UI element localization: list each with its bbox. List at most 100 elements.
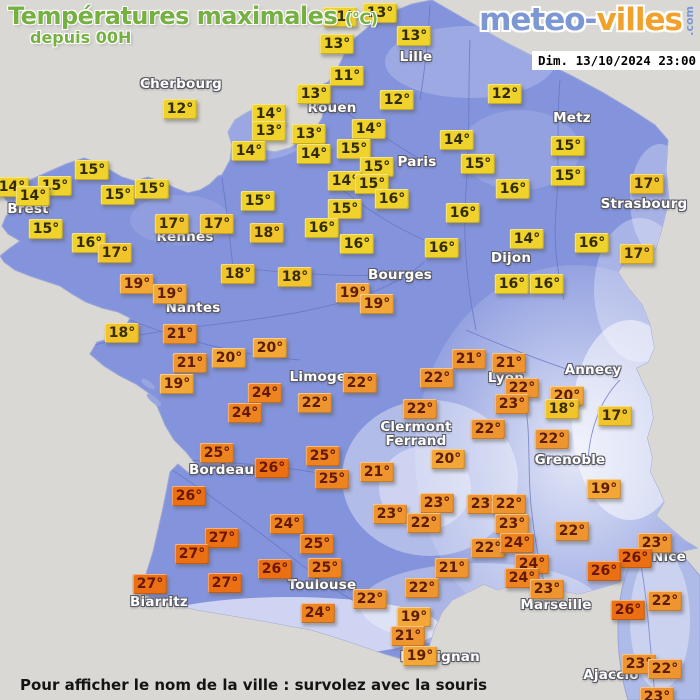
temp-badge[interactable]: 21°: [390, 626, 426, 646]
city-label[interactable]: Biarritz: [130, 594, 188, 610]
temp-badge[interactable]: 15°: [28, 219, 64, 239]
temp-badge[interactable]: 19°: [586, 479, 622, 499]
city-label[interactable]: Dijon: [490, 250, 532, 266]
temp-badge[interactable]: 26°: [617, 548, 653, 568]
temp-badge[interactable]: 16°: [495, 179, 531, 199]
temp-badge[interactable]: 25°: [307, 558, 343, 578]
temp-badge[interactable]: 21°: [359, 462, 395, 482]
temp-badge[interactable]: 14°: [296, 144, 332, 164]
temp-badge[interactable]: 14°: [327, 171, 363, 191]
temp-badge[interactable]: 11°: [322, 7, 358, 27]
temp-badge[interactable]: 15°: [550, 136, 586, 156]
temp-badge[interactable]: 22°: [647, 659, 683, 679]
temp-badge[interactable]: 11°: [329, 66, 365, 86]
temp-badge[interactable]: 22°: [297, 393, 333, 413]
temp-badge[interactable]: 15°: [240, 191, 276, 211]
temp-badge[interactable]: 22°: [554, 521, 590, 541]
temp-badge[interactable]: 17°: [154, 214, 190, 234]
temp-badge[interactable]: 23°: [372, 504, 408, 524]
temp-badge[interactable]: 17°: [629, 174, 665, 194]
temp-badge[interactable]: 17°: [97, 243, 133, 263]
city-label[interactable]: Paris: [397, 154, 437, 170]
temp-badge[interactable]: 15°: [100, 185, 136, 205]
temp-badge[interactable]: 18°: [544, 399, 580, 419]
temp-badge[interactable]: 24°: [499, 533, 535, 553]
city-label[interactable]: Grenoble: [534, 452, 606, 468]
temp-badge[interactable]: 20°: [211, 348, 247, 368]
temp-badge[interactable]: 22°: [534, 429, 570, 449]
city-label[interactable]: Limoges: [289, 369, 355, 385]
temp-badge[interactable]: 14°: [15, 186, 51, 206]
temp-badge[interactable]: 16°: [574, 233, 610, 253]
temp-badge[interactable]: 22°: [419, 368, 455, 388]
temp-badge[interactable]: 18°: [249, 223, 285, 243]
temp-badge[interactable]: 23°: [494, 514, 530, 534]
temp-badge[interactable]: 23°: [621, 654, 657, 674]
temp-badge[interactable]: 13°: [251, 121, 287, 141]
temp-badge[interactable]: 24°: [247, 383, 283, 403]
temp-badge[interactable]: 16°: [374, 189, 410, 209]
temp-badge[interactable]: 24°: [300, 603, 336, 623]
city-label[interactable]: Nice: [652, 549, 686, 565]
city-label[interactable]: Annecy: [564, 362, 622, 378]
temp-badge[interactable]: 13°: [362, 3, 398, 23]
city-label[interactable]: Toulouse: [287, 577, 357, 593]
temp-badge[interactable]: 14°: [251, 104, 287, 124]
temp-badge[interactable]: 14°: [509, 229, 545, 249]
city-label[interactable]: Rouen: [307, 100, 357, 116]
temp-badge[interactable]: 27°: [204, 528, 240, 548]
temp-badge[interactable]: 19°: [119, 274, 155, 294]
temp-badge[interactable]: 21°: [491, 353, 527, 373]
temp-badge[interactable]: 12°: [487, 84, 523, 104]
temp-badge[interactable]: 24°: [227, 403, 263, 423]
temp-badge[interactable]: 23°: [529, 579, 565, 599]
temp-badge[interactable]: 15°: [460, 154, 496, 174]
temp-badge[interactable]: 14°: [231, 141, 267, 161]
temp-badge[interactable]: 27°: [174, 544, 210, 564]
temp-badge[interactable]: 19°: [152, 284, 188, 304]
temp-badge[interactable]: 23°: [419, 493, 455, 513]
temp-badge[interactable]: 13°: [291, 124, 327, 144]
temp-badge[interactable]: 16°: [494, 274, 530, 294]
temp-badge[interactable]: 22°: [647, 591, 683, 611]
temp-badge[interactable]: 16°: [529, 274, 565, 294]
temp-badge[interactable]: 16°: [71, 233, 107, 253]
temp-badge[interactable]: 20°: [430, 449, 466, 469]
temp-badge[interactable]: 26°: [610, 600, 646, 620]
temp-badge[interactable]: 22°: [470, 538, 506, 558]
city-label[interactable]: Cherbourg: [139, 76, 223, 92]
city-label[interactable]: Strasbourg: [600, 196, 688, 212]
temp-badge[interactable]: 22°: [406, 513, 442, 533]
temp-badge[interactable]: 16°: [424, 238, 460, 258]
temp-badge[interactable]: 15°: [327, 199, 363, 219]
temp-badge[interactable]: 17°: [597, 406, 633, 426]
temp-badge[interactable]: 27°: [207, 573, 243, 593]
temp-badge[interactable]: 19°: [359, 294, 395, 314]
city-label[interactable]: Marseille: [520, 597, 592, 613]
temp-badge[interactable]: 22°: [342, 373, 378, 393]
temp-badge[interactable]: 26°: [586, 561, 622, 581]
temp-badge[interactable]: 22°: [352, 589, 388, 609]
temp-badge[interactable]: 26°: [254, 458, 290, 478]
temp-badge[interactable]: 13°: [396, 26, 432, 46]
temp-badge[interactable]: 18°: [277, 267, 313, 287]
temp-badge[interactable]: 15°: [134, 179, 170, 199]
temp-badge[interactable]: 19°: [396, 607, 432, 627]
city-label[interactable]: Bordeaux: [188, 462, 264, 478]
temp-badge[interactable]: 23°: [494, 394, 530, 414]
temp-badge[interactable]: 12°: [162, 99, 198, 119]
temp-badge[interactable]: 22°: [404, 578, 440, 598]
temp-badge[interactable]: 17°: [199, 214, 235, 234]
temp-badge[interactable]: 25°: [314, 469, 350, 489]
temp-badge[interactable]: 14°: [439, 130, 475, 150]
temp-badge[interactable]: 16°: [339, 234, 375, 254]
temp-badge[interactable]: 15°: [359, 157, 395, 177]
temp-badge[interactable]: 15°: [336, 139, 372, 159]
temp-badge[interactable]: 19°: [159, 374, 195, 394]
city-label[interactable]: Metz: [553, 110, 591, 126]
temp-badge[interactable]: 23°: [639, 687, 675, 700]
temp-badge[interactable]: 20°: [252, 338, 288, 358]
temp-badge[interactable]: 22°: [470, 419, 506, 439]
temp-badge[interactable]: 13°: [319, 34, 355, 54]
temp-badge[interactable]: 13°: [296, 84, 332, 104]
